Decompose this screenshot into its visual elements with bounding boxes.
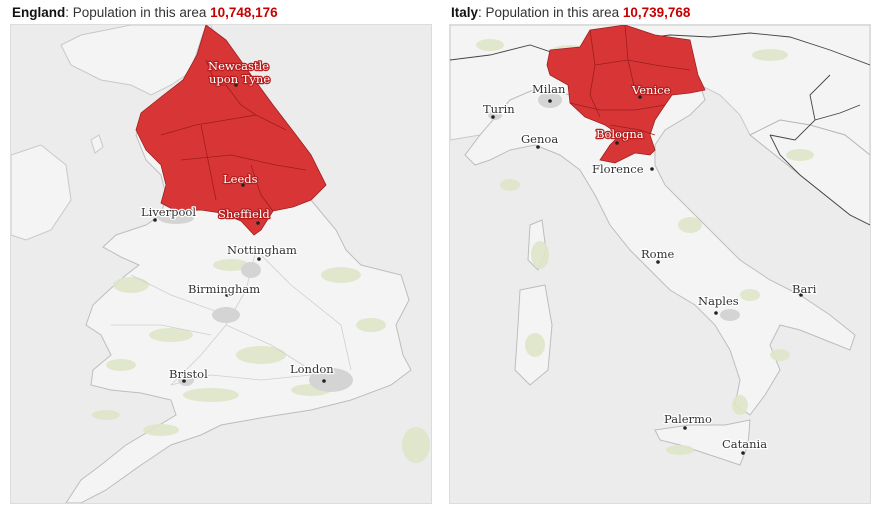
england-panel: England: Population in this area 10,748,… xyxy=(10,0,432,504)
england-header: England: Population in this area 10,748,… xyxy=(12,2,278,24)
city-newcastle: Newcastle upon Tyne xyxy=(207,58,272,88)
country-name: England xyxy=(12,5,66,20)
city-genoa: Genoa xyxy=(520,131,560,149)
city-florence: Florence xyxy=(591,161,654,177)
country-name: Italy xyxy=(451,5,479,20)
land-ireland xyxy=(11,144,72,241)
city-bristol: Bristol xyxy=(168,366,209,383)
population-value: 10,748,176 xyxy=(210,5,278,20)
urban-areas xyxy=(158,212,353,392)
green-areas xyxy=(476,39,814,455)
city-palermo: Palermo xyxy=(663,411,713,430)
england-map[interactable]: Newcastle upon Tyne Leeds Liverpool Shef… xyxy=(10,24,432,504)
city-label: Naples xyxy=(698,294,739,308)
city-rome: Rome xyxy=(640,246,676,264)
land-balkans xyxy=(749,119,870,226)
land-isle-of-man xyxy=(90,134,104,154)
italy-header: Italy: Population in this area 10,739,76… xyxy=(451,2,690,24)
city-label: London xyxy=(290,362,334,376)
city-catania: Catania xyxy=(721,436,768,455)
city-label: Nottingham xyxy=(227,243,297,257)
city-bari: Bari xyxy=(791,281,818,298)
city-label: Liverpool xyxy=(141,205,196,219)
city-label: Venice xyxy=(631,83,671,97)
city-label: Florence xyxy=(592,162,644,176)
city-label: Rome xyxy=(641,247,674,261)
city-label: Genoa xyxy=(521,132,558,146)
city-label-line2: upon Tyne xyxy=(209,72,270,86)
city-birmingham: Birmingham xyxy=(187,281,262,298)
city-label: Palermo xyxy=(664,412,712,426)
city-liverpool: Liverpool xyxy=(140,204,198,222)
city-label: Bari xyxy=(792,282,817,296)
green-areas xyxy=(92,259,430,463)
city-label: Birmingham xyxy=(188,282,260,296)
italy-panel: Italy: Population in this area 10,739,76… xyxy=(449,0,871,504)
italy-map[interactable]: Milan Turin Venice Genoa Bologna Florenc… xyxy=(449,24,871,504)
city-label: Sheffield xyxy=(218,207,270,221)
population-value: 10,739,768 xyxy=(622,5,691,20)
city-label: Catania xyxy=(722,437,767,451)
city-label: Milan xyxy=(532,82,566,96)
city-leeds: Leeds xyxy=(222,171,259,188)
city-nottingham: Nottingham xyxy=(226,242,298,261)
city-london: London xyxy=(289,361,336,383)
region-borders xyxy=(569,25,691,136)
city-naples: Naples xyxy=(697,293,740,315)
city-label: Bologna xyxy=(596,127,644,141)
city-venice: Venice xyxy=(630,82,672,99)
england-map-svg: Newcastle upon Tyne Leeds Liverpool Shef… xyxy=(11,25,430,503)
city-milan: Milan xyxy=(531,81,567,103)
italy-map-svg: Milan Turin Venice Genoa Bologna Florenc… xyxy=(450,25,870,466)
city-label: Newcastle xyxy=(208,59,269,73)
city-turin: Turin xyxy=(482,101,517,119)
region-borders xyxy=(160,59,307,212)
highlighted-region[interactable] xyxy=(546,25,706,164)
city-bologna: Bologna xyxy=(595,126,645,145)
city-sheffield: Sheffield xyxy=(217,206,272,225)
city-label: Leeds xyxy=(223,172,258,186)
population-label: : Population in this area xyxy=(478,5,623,20)
highlighted-region[interactable] xyxy=(135,25,327,236)
population-label: : Population in this area xyxy=(65,5,211,20)
city-label: Bristol xyxy=(169,367,208,381)
land-sicily xyxy=(654,419,751,466)
city-label: Turin xyxy=(483,102,515,116)
